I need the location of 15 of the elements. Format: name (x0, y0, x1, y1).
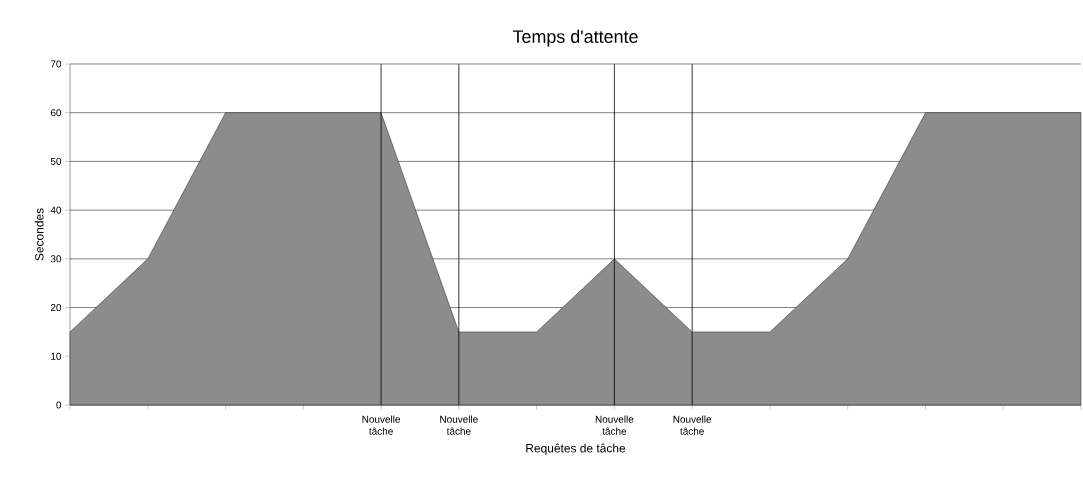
y-tick-label: 50 (50, 157, 62, 165)
x-tick-label: Nouvelle tâche (362, 415, 401, 435)
x-axis-title: Requêtes de tâche (526, 443, 626, 455)
y-tick-label: 0 (56, 401, 62, 409)
y-tick-label: 20 (50, 304, 62, 312)
y-tick-label: 30 (50, 255, 62, 263)
y-axis-title: Secondes (34, 208, 44, 261)
y-tick-label: 40 (50, 206, 62, 214)
x-tick-label: Nouvelle tâche (595, 415, 634, 435)
y-tick-label: 60 (50, 109, 62, 117)
x-tick-label: Nouvelle tâche (440, 415, 478, 435)
chart-title: Temps d'attente (512, 29, 638, 47)
x-tick-label: Nouvelle tâche (673, 415, 712, 435)
y-tick-label: 10 (51, 352, 62, 360)
y-tick-label: 70 (50, 60, 62, 68)
